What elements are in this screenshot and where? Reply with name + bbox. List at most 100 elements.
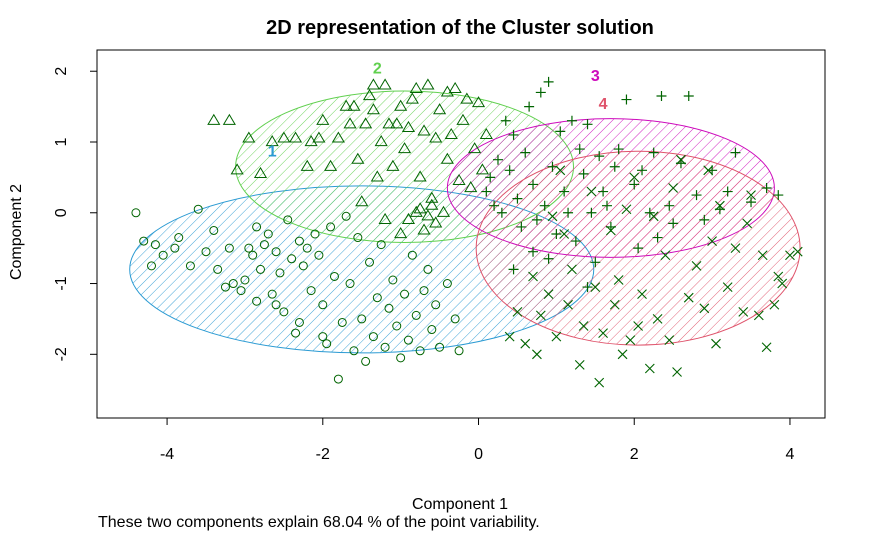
cluster-3-point — [609, 161, 620, 172]
cluster-4-point — [625, 335, 636, 346]
cluster-1-point — [365, 257, 375, 267]
cluster-1-point — [419, 286, 429, 296]
cluster-4-point — [528, 271, 538, 282]
cluster-3-point — [601, 200, 612, 211]
cluster-4-point — [742, 218, 753, 229]
cluster-2-point — [265, 135, 279, 147]
cluster-2-point — [429, 216, 443, 228]
cluster-3-point — [508, 129, 519, 140]
cluster-4-point — [555, 165, 566, 176]
cluster-1-point — [287, 254, 297, 264]
cluster-4-point — [543, 289, 554, 300]
cluster-1-point — [427, 325, 437, 335]
x-axis-label: Component 1 — [412, 496, 508, 513]
cluster-4-point — [598, 328, 608, 338]
cluster-4-point — [633, 321, 644, 331]
cluster-3-point — [683, 91, 694, 101]
cluster-2-point — [347, 99, 361, 111]
cluster-3-point — [746, 197, 757, 208]
cluster-3-label: 3 — [591, 68, 600, 85]
cluster-ellipses — [129, 90, 801, 354]
cluster-1-point — [318, 300, 328, 310]
cluster-1-point — [318, 332, 328, 342]
cluster-1-point — [294, 236, 304, 246]
cluster-3-point — [504, 165, 515, 176]
cluster-4-point — [532, 349, 542, 360]
cluster-3-point — [598, 186, 609, 197]
cluster-1-point — [252, 222, 262, 232]
cluster-4-point — [567, 264, 577, 275]
cluster-1-point — [302, 243, 312, 253]
cluster-4-point — [586, 186, 597, 197]
cluster-3-point — [563, 207, 574, 218]
y-tick-label: -2 — [53, 347, 70, 361]
cluster-2-point — [417, 124, 431, 136]
cluster-4-point — [753, 310, 764, 321]
cluster-2-point — [452, 173, 466, 186]
data-points — [131, 76, 803, 388]
cluster-2-point — [359, 117, 373, 129]
cluster-3-point — [500, 115, 511, 126]
cluster-2-point — [378, 78, 392, 90]
cluster-4-point — [714, 200, 725, 211]
cluster-3-point — [691, 190, 702, 201]
cluster-2-point — [253, 166, 268, 178]
cluster-1-point — [372, 293, 382, 303]
cluster-1-point — [275, 268, 285, 278]
cluster-3-point — [535, 87, 546, 98]
cluster-1-point — [294, 317, 304, 327]
cluster-4-point — [676, 154, 686, 165]
x-tick-label: 2 — [630, 446, 639, 463]
x-tick-label: -2 — [316, 446, 330, 463]
cluster-2-point — [440, 85, 454, 97]
cluster-2-point — [413, 170, 427, 182]
cluster-2-point — [409, 81, 423, 94]
cluster-2-point — [456, 113, 470, 125]
cluster-1-point — [361, 356, 371, 366]
cluster-3-point — [520, 147, 531, 158]
cluster-1-point — [271, 247, 281, 257]
cluster-4-point — [777, 278, 788, 289]
cluster-3-point — [656, 91, 667, 101]
cluster-3-point — [590, 257, 601, 268]
y-tick-label: 0 — [53, 208, 70, 217]
cluster-1-point — [407, 250, 417, 260]
cluster-3-point — [730, 147, 741, 158]
cluster-1-point — [411, 310, 421, 320]
cluster-4-point — [520, 338, 531, 349]
x-axis: -4 -2 0 2 4 — [160, 417, 795, 463]
cluster-1-point — [403, 335, 413, 345]
cluster-2-point — [390, 117, 404, 129]
cluster-3-point — [481, 186, 492, 197]
cluster-2-point — [230, 163, 244, 175]
cluster-1-point — [442, 279, 452, 289]
cluster-2-point — [433, 103, 447, 115]
cluster-1-point — [329, 271, 339, 281]
cluster-4-point — [652, 314, 663, 324]
cluster-1-point — [322, 339, 332, 349]
cluster-2-point — [401, 212, 416, 224]
cluster-3-point — [496, 207, 507, 218]
cluster-4-point — [664, 335, 675, 346]
cluster-4-point — [613, 275, 624, 285]
cluster-4-point — [660, 250, 671, 261]
cluster-2-point — [324, 159, 338, 171]
cluster-4-point — [769, 299, 780, 310]
y-tick-label: 2 — [53, 67, 70, 76]
x-tick-label: 0 — [474, 446, 483, 463]
cluster-3-point — [648, 147, 659, 158]
cluster-3-point — [492, 154, 503, 165]
cluster-3-point — [508, 264, 519, 275]
cluster-1-point — [291, 328, 301, 338]
cluster-4-point — [563, 299, 573, 310]
cluster-1-point — [341, 211, 351, 221]
cluster-1-point — [259, 240, 269, 250]
cluster-2-point — [421, 78, 435, 90]
cluster-1-point — [256, 264, 266, 274]
cluster-2-point — [339, 99, 353, 111]
cluster-4-point — [594, 377, 605, 388]
cluster-3-point — [633, 243, 644, 254]
cluster-3-point — [586, 207, 597, 218]
cluster-4-point — [691, 260, 702, 271]
